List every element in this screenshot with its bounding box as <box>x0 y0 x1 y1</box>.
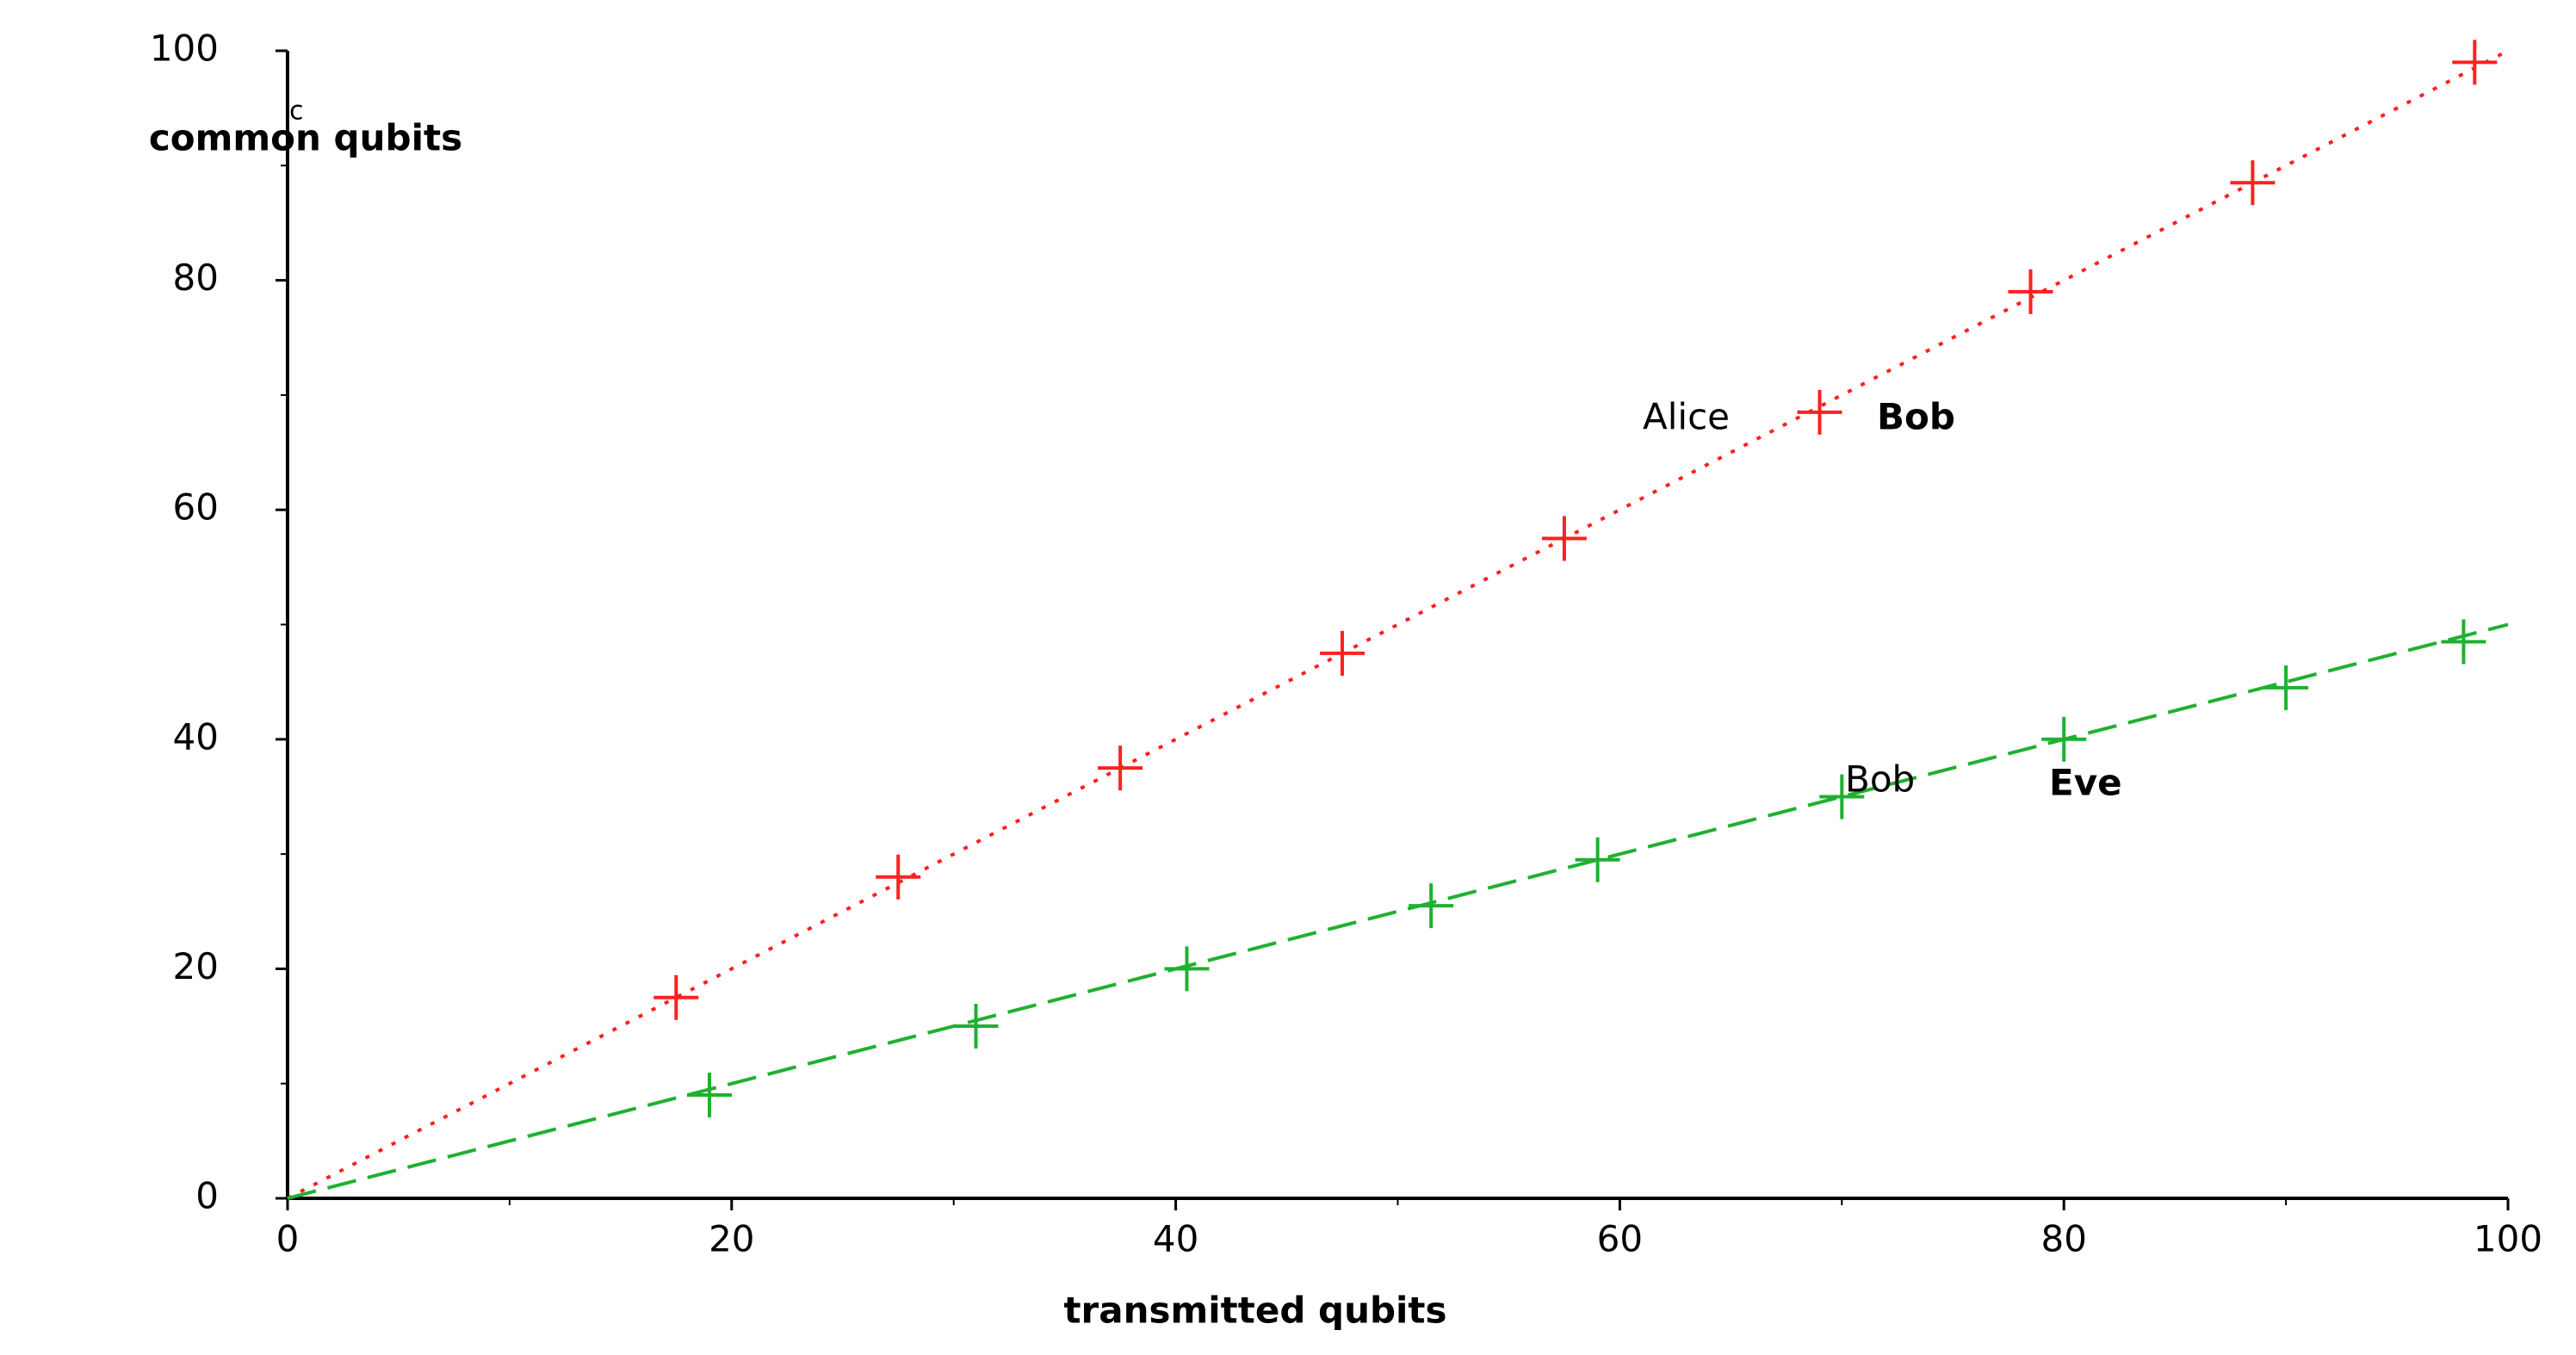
marker <box>1797 389 1842 435</box>
marker <box>1819 774 1865 820</box>
marker <box>1164 946 1210 992</box>
y-tick-label: 80 <box>173 257 219 299</box>
y-tick-label: 0 <box>195 1175 219 1217</box>
trend-line <box>287 622 2509 1200</box>
marker <box>687 1073 733 1118</box>
marker <box>953 1004 999 1049</box>
marker <box>1575 837 1620 882</box>
marker <box>876 854 921 900</box>
marker <box>1320 630 1365 676</box>
x-tick-label: 100 <box>2474 1218 2542 1260</box>
marker <box>2008 269 2053 314</box>
marker <box>1409 883 1454 929</box>
marker <box>2263 665 2309 710</box>
x-tick-label: 40 <box>1153 1218 1198 1260</box>
annotation: Eve <box>2049 762 2122 804</box>
marker <box>2452 40 2498 85</box>
x-axis-label: transmitted qubits <box>1063 1290 1446 1332</box>
y-tick-label: 40 <box>173 715 219 758</box>
marker <box>653 974 699 1020</box>
y-tick-label: 100 <box>150 28 219 70</box>
annotation: Bob <box>1877 396 1955 438</box>
y-tick-label: 20 <box>173 945 219 987</box>
marker <box>1541 516 1587 561</box>
annotation: Alice <box>1643 396 1730 438</box>
x-tick-label: 0 <box>276 1218 300 1260</box>
marker <box>2441 619 2486 665</box>
x-tick-label: 60 <box>1597 1218 1643 1260</box>
trend-line <box>287 49 2509 1200</box>
marker <box>2041 716 2087 762</box>
y-tick-label: 60 <box>173 486 219 529</box>
marker <box>1098 746 1143 791</box>
x-tick-label: 20 <box>709 1218 754 1260</box>
y-axis-label: common qubits <box>149 117 462 159</box>
annotation: c <box>289 96 304 127</box>
x-tick-label: 80 <box>2040 1218 2086 1260</box>
marker <box>2230 160 2276 206</box>
annotation: Bob <box>1845 758 1915 801</box>
